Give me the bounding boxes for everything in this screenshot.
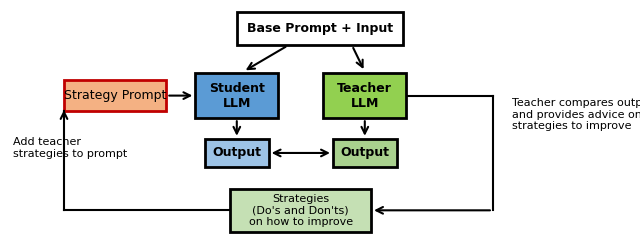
Text: Teacher
LLM: Teacher LLM bbox=[337, 81, 392, 110]
Text: Output: Output bbox=[212, 147, 261, 159]
FancyBboxPatch shape bbox=[333, 139, 397, 167]
Text: Add teacher
strategies to prompt: Add teacher strategies to prompt bbox=[13, 137, 127, 159]
Text: Student
LLM: Student LLM bbox=[209, 81, 265, 110]
FancyBboxPatch shape bbox=[195, 73, 278, 118]
Text: Strategy Prompt: Strategy Prompt bbox=[64, 89, 166, 102]
Text: Strategies
(Do's and Don'ts)
on how to improve: Strategies (Do's and Don'ts) on how to i… bbox=[249, 194, 353, 227]
FancyBboxPatch shape bbox=[323, 73, 406, 118]
Text: Teacher compares outputs
and provides advice on
strategies to improve: Teacher compares outputs and provides ad… bbox=[512, 98, 640, 131]
FancyBboxPatch shape bbox=[205, 139, 269, 167]
FancyBboxPatch shape bbox=[237, 12, 403, 45]
FancyBboxPatch shape bbox=[230, 189, 371, 232]
Text: Base Prompt + Input: Base Prompt + Input bbox=[247, 22, 393, 35]
FancyBboxPatch shape bbox=[64, 80, 166, 111]
Text: Output: Output bbox=[340, 147, 389, 159]
